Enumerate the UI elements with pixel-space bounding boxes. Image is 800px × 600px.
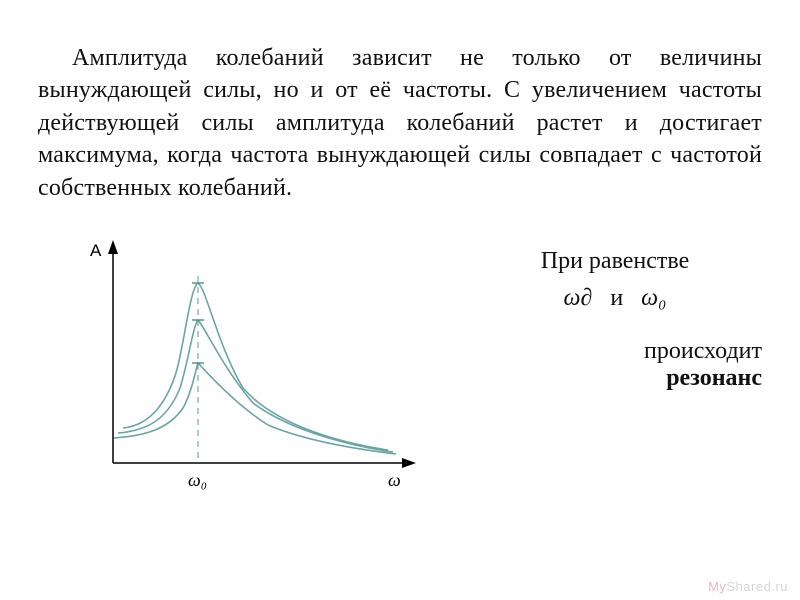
curve-mid: [118, 320, 393, 452]
lower-row: A ω ω₀ При равенстве ω∂ и ω₀ происходит …: [38, 228, 762, 498]
main-paragraph: Амплитуда колебаний зависит не только от…: [38, 42, 762, 204]
side-text-block: При равенстве ω∂ и ω₀ происходит резонан…: [458, 228, 762, 498]
x-axis-arrow: [402, 458, 416, 468]
y-axis-label: A: [90, 241, 102, 260]
curve-high: [123, 283, 388, 450]
side-line-3: резонанс: [468, 365, 762, 392]
x-axis-label: ω: [388, 470, 401, 490]
side-line-2: происходит: [468, 338, 762, 365]
watermark-right: Shared.ru: [726, 579, 788, 594]
watermark: MyShared.ru: [708, 579, 788, 594]
side-equation: ω∂ и ω₀: [468, 285, 762, 312]
and-word: и: [610, 285, 623, 311]
peak-x-label: ω₀: [188, 470, 207, 490]
curve-low: [114, 363, 396, 454]
chart-svg: A ω ω₀: [48, 228, 448, 498]
omega-0: ω₀: [641, 285, 666, 311]
side-line-1: При равенстве: [468, 248, 762, 275]
slide-page: Амплитуда колебаний зависит не только от…: [0, 0, 800, 600]
resonance-chart: A ω ω₀: [38, 228, 458, 498]
omega-d: ω∂: [564, 285, 593, 311]
y-axis-arrow: [108, 240, 118, 254]
watermark-left: My: [708, 579, 726, 594]
